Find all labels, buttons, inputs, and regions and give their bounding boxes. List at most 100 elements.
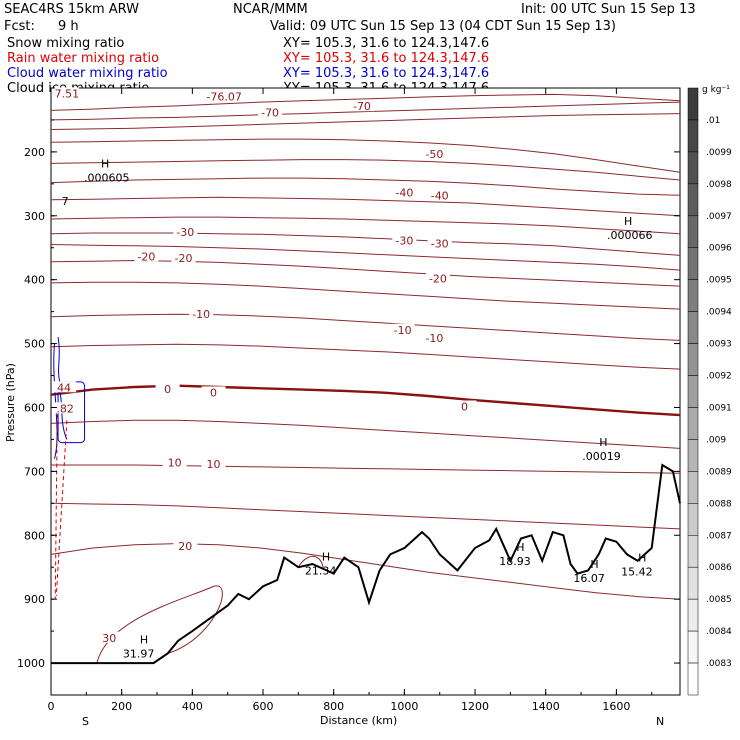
- temperature-contour: [50, 419, 681, 449]
- contour-label-bg: [422, 148, 447, 160]
- temperature-contour: [50, 543, 681, 600]
- contour-label-bg: [201, 386, 226, 398]
- contour-label: 20: [178, 540, 192, 553]
- colorbar-unit: g kg⁻¹: [702, 85, 730, 95]
- contour-label-bg: [173, 539, 198, 551]
- contour-label-bg: [97, 631, 122, 643]
- colorbar-swatch: [687, 630, 699, 664]
- colorbar-swatch: [687, 247, 699, 280]
- contour-label: 0: [210, 386, 217, 399]
- terrain-line: [51, 463, 681, 665]
- colorbar-label: .0084: [706, 627, 732, 637]
- extremum-value: 18.93: [499, 555, 531, 568]
- field-name: Rain water mixing ratio: [7, 51, 159, 66]
- contour-label-bg: [52, 381, 77, 393]
- contour-label-bg: [173, 226, 198, 238]
- contour-label-bg: [425, 272, 450, 284]
- contour-label: 0: [164, 383, 171, 396]
- colorbar-label: .0085: [706, 595, 732, 605]
- field-name: Snow mixing ratio: [7, 36, 124, 51]
- temperature-contour: [50, 101, 681, 121]
- contour-label: -40: [395, 186, 413, 199]
- colorbar-label: .0094: [706, 308, 732, 318]
- contour-label-bg: [452, 400, 477, 412]
- temperature-contour: [50, 502, 681, 530]
- extremum-letter: H: [599, 436, 607, 449]
- contour-label-bg: [427, 237, 452, 249]
- temperature-contour: [50, 93, 681, 111]
- extremum-letter: H: [322, 550, 330, 563]
- extremum-value: .000605: [84, 171, 130, 184]
- extremum-value: 31.97: [123, 647, 155, 660]
- contour-label-bg: [54, 87, 79, 99]
- endpoint-south: S: [82, 715, 89, 728]
- endpoint-north: N: [656, 715, 664, 728]
- rain-water-contour: [55, 420, 68, 596]
- contour-label: -20: [175, 252, 193, 265]
- y-tick-label: 700: [24, 465, 45, 478]
- contour-label-bg: [155, 383, 180, 395]
- contour-label-bg: [201, 457, 226, 469]
- field-legend: Snow mixing ratio XY= 105.3, 31.6 to 124.…: [7, 36, 489, 96]
- temperature-contour-30: [96, 585, 223, 664]
- temperature-contour: [50, 281, 681, 310]
- colorbar-swatch: [687, 535, 699, 568]
- contour-label-bg: [171, 252, 196, 264]
- contour-label: .82: [56, 402, 74, 415]
- colorbar-label: .0095: [706, 276, 732, 286]
- extremum-mark: 7: [62, 195, 69, 208]
- x-tick-label: 200: [111, 700, 132, 713]
- colorbar-swatch: [687, 151, 699, 185]
- contour-label-bg: [189, 307, 214, 319]
- x-tick-label: 800: [323, 700, 344, 713]
- contour-label: -20: [429, 273, 447, 286]
- contour-label: -10: [394, 324, 412, 337]
- y-tick-label: 800: [24, 529, 45, 542]
- contour-label-bg: [390, 323, 415, 335]
- contour-label-bg: [212, 90, 237, 102]
- colorbar-swatch: [687, 662, 699, 696]
- y-tick-label: 500: [24, 338, 45, 351]
- contour-label-bg: [392, 186, 417, 198]
- colorbar-swatch: [687, 343, 699, 376]
- center-title: NCAR/MMM: [233, 2, 308, 17]
- contour-label: -50: [425, 148, 443, 161]
- contour-label: -76.07: [206, 91, 241, 104]
- contour-label-bg: [53, 402, 78, 414]
- init-time: Init: 00 UTC Sun 15 Sep 13: [521, 2, 696, 17]
- colorbar-swatch: [687, 439, 699, 472]
- colorbar-label: .0093: [706, 340, 732, 350]
- colorbar-label: .0088: [706, 499, 732, 509]
- colorbar-swatch: [687, 503, 699, 536]
- y-tick-label: 900: [24, 593, 45, 606]
- temperature-contour: [50, 216, 681, 235]
- y-tick-label: 200: [24, 146, 45, 159]
- fcst-label: Fcst:: [4, 19, 35, 34]
- contour-label-bg: [162, 456, 187, 468]
- temperature-contour: [50, 113, 681, 130]
- contour-label: -70: [353, 100, 371, 113]
- colorbar-swatch: [687, 183, 699, 217]
- contour-label: 44: [57, 381, 71, 394]
- extremum-value: 15.42: [621, 566, 653, 579]
- y-tick-label: 1000: [17, 657, 45, 670]
- extremum-value: .000066: [607, 229, 653, 242]
- extremum-value: 21.34: [305, 564, 337, 577]
- colorbar-swatch: [687, 471, 699, 504]
- colorbar-label: .0087: [706, 531, 732, 541]
- contour-label: 10: [168, 457, 182, 470]
- x-axis-label: Distance (km): [320, 714, 397, 727]
- y-axis-label: Pressure (hPa): [4, 363, 17, 442]
- x-tick-label: 0: [48, 700, 55, 713]
- colorbar-label: .009: [706, 435, 726, 445]
- colorbar-label: .0099: [706, 148, 732, 158]
- colorbar-label: .0098: [706, 180, 732, 190]
- extremum-value: 16.07: [573, 572, 605, 585]
- field-xy: XY= 105.3, 31.6 to 124.3,147.6: [283, 66, 489, 81]
- temperature-contour-small: [297, 555, 324, 568]
- contour-label-bg: [422, 332, 447, 344]
- contour-label: 30: [102, 632, 116, 645]
- extremum-letter: H: [590, 558, 598, 571]
